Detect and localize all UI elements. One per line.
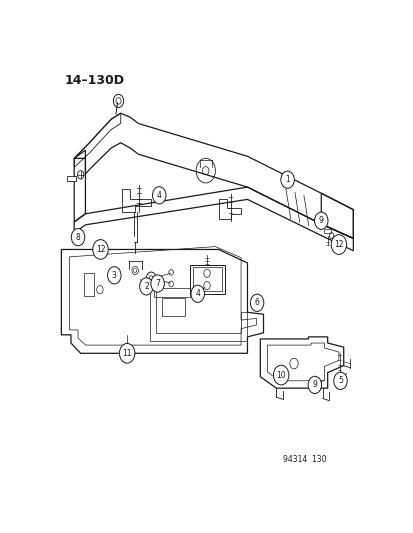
Text: 10: 10 — [276, 370, 285, 379]
Circle shape — [273, 365, 288, 385]
Circle shape — [152, 187, 166, 204]
Circle shape — [71, 229, 85, 246]
Circle shape — [93, 240, 108, 260]
Text: 3: 3 — [112, 271, 116, 280]
FancyBboxPatch shape — [323, 229, 330, 233]
Circle shape — [333, 372, 347, 390]
Circle shape — [150, 275, 164, 292]
Text: 4: 4 — [157, 191, 161, 200]
Text: 14–130D: 14–130D — [64, 74, 124, 87]
Text: 7: 7 — [155, 279, 160, 288]
Text: 2: 2 — [144, 282, 148, 291]
Circle shape — [314, 212, 327, 229]
Circle shape — [280, 171, 294, 188]
Text: 11: 11 — [122, 349, 132, 358]
FancyBboxPatch shape — [67, 175, 76, 181]
Text: 9: 9 — [312, 381, 316, 390]
Text: 5: 5 — [337, 376, 342, 385]
Text: 12: 12 — [333, 240, 343, 249]
Text: 1: 1 — [285, 175, 289, 184]
Text: 4: 4 — [195, 289, 200, 298]
Circle shape — [190, 285, 204, 302]
Circle shape — [107, 266, 121, 284]
Text: 6: 6 — [254, 298, 259, 308]
Text: 94314  130: 94314 130 — [282, 455, 325, 464]
Circle shape — [119, 343, 135, 363]
Circle shape — [250, 294, 263, 311]
Circle shape — [330, 235, 346, 254]
Circle shape — [139, 278, 153, 295]
Circle shape — [307, 376, 321, 393]
Text: 8: 8 — [76, 232, 80, 241]
Text: 9: 9 — [318, 216, 323, 225]
Text: 12: 12 — [95, 245, 105, 254]
